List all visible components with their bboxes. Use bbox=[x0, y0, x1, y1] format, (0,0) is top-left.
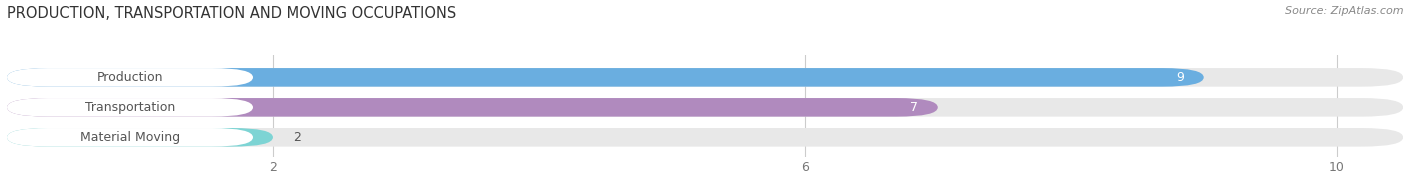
Text: PRODUCTION, TRANSPORTATION AND MOVING OCCUPATIONS: PRODUCTION, TRANSPORTATION AND MOVING OC… bbox=[7, 6, 457, 21]
FancyBboxPatch shape bbox=[7, 68, 1403, 87]
FancyBboxPatch shape bbox=[7, 68, 1204, 87]
FancyBboxPatch shape bbox=[7, 128, 1403, 147]
Text: 9: 9 bbox=[1175, 71, 1184, 84]
Text: Material Moving: Material Moving bbox=[80, 131, 180, 144]
Text: Source: ZipAtlas.com: Source: ZipAtlas.com bbox=[1285, 6, 1403, 16]
FancyBboxPatch shape bbox=[7, 68, 253, 87]
FancyBboxPatch shape bbox=[7, 98, 938, 117]
FancyBboxPatch shape bbox=[7, 128, 273, 147]
FancyBboxPatch shape bbox=[7, 98, 1403, 117]
FancyBboxPatch shape bbox=[7, 128, 253, 147]
Text: 2: 2 bbox=[292, 131, 301, 144]
Text: Transportation: Transportation bbox=[84, 101, 176, 114]
Text: Production: Production bbox=[97, 71, 163, 84]
FancyBboxPatch shape bbox=[7, 98, 253, 117]
Text: 7: 7 bbox=[910, 101, 918, 114]
